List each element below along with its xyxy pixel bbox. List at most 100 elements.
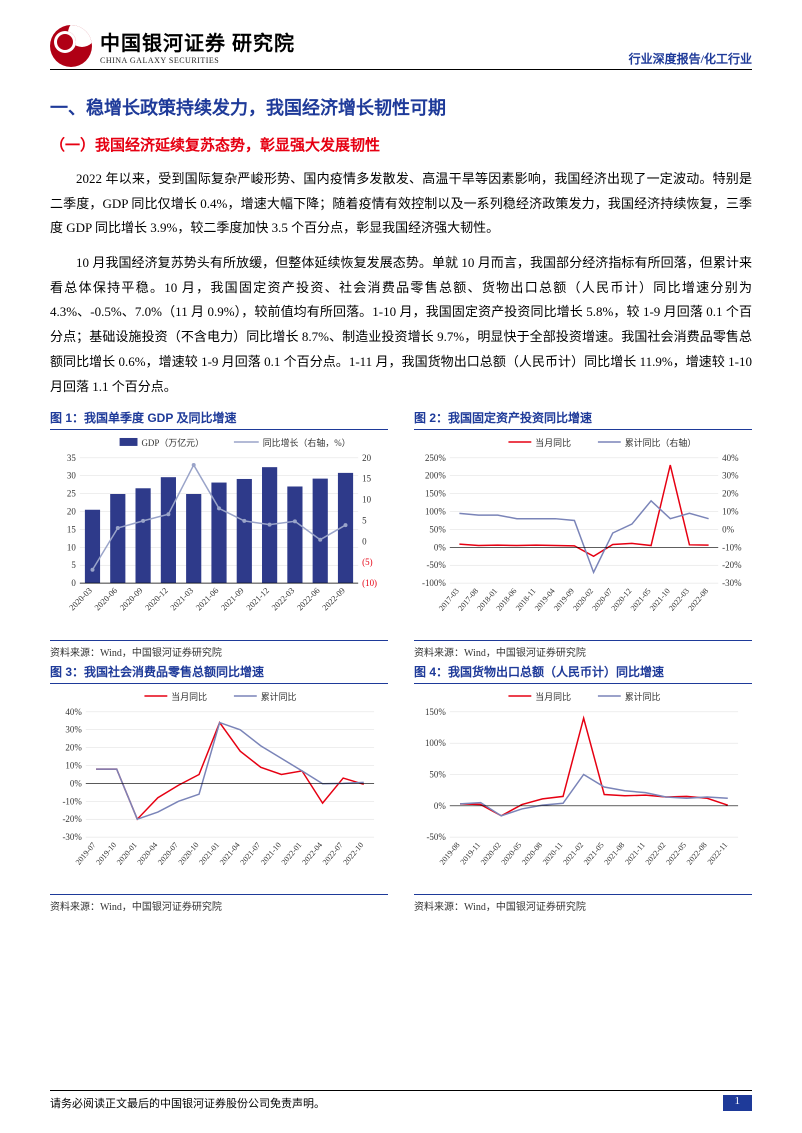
svg-text:150%: 150% <box>425 489 446 499</box>
chart-3-title: 图 3：我国社会消费品零售总额同比增速 <box>50 663 388 684</box>
report-category: 行业深度报告/化工行业 <box>629 50 752 67</box>
svg-text:2020-09: 2020-09 <box>118 586 145 613</box>
svg-text:2020-03: 2020-03 <box>67 586 94 613</box>
svg-text:2022-11: 2022-11 <box>706 841 730 867</box>
svg-text:2020-11: 2020-11 <box>541 841 565 867</box>
svg-text:2021-03: 2021-03 <box>168 586 195 613</box>
svg-text:2021-12: 2021-12 <box>244 586 271 613</box>
svg-text:(5): (5) <box>362 557 372 567</box>
page-header: 中国银河证券研究院 CHINA GALAXY SECURITIES 行业深度报告… <box>50 25 752 70</box>
svg-text:30: 30 <box>67 471 76 481</box>
svg-text:2020-01: 2020-01 <box>115 841 139 867</box>
logo-cn: 中国银河证券 <box>100 33 226 55</box>
svg-text:20: 20 <box>362 453 371 463</box>
svg-text:(10): (10) <box>362 578 377 588</box>
svg-text:30%: 30% <box>722 471 739 481</box>
svg-text:2020-05: 2020-05 <box>499 841 523 867</box>
svg-text:20%: 20% <box>65 743 82 753</box>
svg-text:10: 10 <box>67 542 76 552</box>
svg-text:0: 0 <box>362 537 367 547</box>
chart-3: 图 3：我国社会消费品零售总额同比增速 当月同比累计同比-30%-20%-10%… <box>50 663 388 913</box>
svg-text:2022-08: 2022-08 <box>686 587 710 613</box>
svg-text:100%: 100% <box>425 507 446 517</box>
logo-icon <box>50 25 92 67</box>
svg-text:50%: 50% <box>429 769 446 779</box>
svg-text:2022-03: 2022-03 <box>269 586 296 613</box>
svg-text:25: 25 <box>67 489 76 499</box>
svg-text:2021-07: 2021-07 <box>238 841 262 867</box>
svg-text:200%: 200% <box>425 471 446 481</box>
svg-text:累计同比: 累计同比 <box>261 691 297 702</box>
svg-text:2022-02: 2022-02 <box>644 841 668 867</box>
logo-text: 中国银河证券研究院 CHINA GALAXY SECURITIES <box>100 27 295 65</box>
svg-text:0%: 0% <box>70 778 82 788</box>
svg-text:2021-08: 2021-08 <box>602 841 626 867</box>
svg-text:当月同比: 当月同比 <box>535 437 571 448</box>
chart-2: 图 2：我国固定资产投资同比增速 当月同比累计同比（右轴）-100%-50%0%… <box>414 409 752 659</box>
svg-text:0: 0 <box>71 578 76 588</box>
section-h1: 一、稳增长政策持续发力，我国经济增长韧性可期 <box>50 94 752 120</box>
svg-text:2021-11: 2021-11 <box>623 841 647 867</box>
svg-text:2022-08: 2022-08 <box>685 841 709 867</box>
svg-text:2022-05: 2022-05 <box>664 841 688 867</box>
chart-1-title: 图 1：我国单季度 GDP 及同比增速 <box>50 409 388 430</box>
page-number: 1 <box>723 1095 753 1111</box>
svg-text:50%: 50% <box>429 525 446 535</box>
svg-text:2020-02: 2020-02 <box>479 841 503 867</box>
svg-text:当月同比: 当月同比 <box>535 691 571 702</box>
svg-text:2021-06: 2021-06 <box>193 586 220 613</box>
svg-text:2022-10: 2022-10 <box>341 841 365 867</box>
svg-text:2021-04: 2021-04 <box>218 841 242 867</box>
paragraph-1: 2022 年以来，受到国际复杂严峻形势、国内疫情多发散发、高温干旱等因素影响，我… <box>50 167 752 241</box>
svg-text:0%: 0% <box>434 801 446 811</box>
svg-text:-50%: -50% <box>426 560 446 570</box>
svg-text:累计同比: 累计同比 <box>625 691 661 702</box>
page-footer: 请务必阅读正文最后的中国银河证券股份公司免责声明。 1 <box>50 1090 752 1111</box>
chart-3-source: 资料来源：Wind，中国银河证券研究院 <box>50 894 388 913</box>
svg-text:2020-10: 2020-10 <box>177 841 201 867</box>
svg-text:2019-11: 2019-11 <box>458 841 482 867</box>
svg-text:2022-04: 2022-04 <box>300 841 324 867</box>
svg-text:250%: 250% <box>425 453 446 463</box>
svg-text:100%: 100% <box>425 738 446 748</box>
charts-grid: 图 1：我国单季度 GDP 及同比增速 GDP（万亿元）同比增长（右轴，%）05… <box>50 409 752 913</box>
svg-text:2021-10: 2021-10 <box>259 841 283 867</box>
svg-text:2021-02: 2021-02 <box>561 841 585 867</box>
svg-text:15: 15 <box>67 525 76 535</box>
chart-2-canvas: 当月同比累计同比（右轴）-100%-50%0%50%100%150%200%25… <box>414 434 752 633</box>
svg-text:5: 5 <box>362 516 367 526</box>
svg-text:2019-07: 2019-07 <box>74 841 98 867</box>
svg-text:-10%: -10% <box>722 542 742 552</box>
svg-text:-50%: -50% <box>426 832 446 842</box>
chart-4-source: 资料来源：Wind，中国银河证券研究院 <box>414 894 752 913</box>
svg-text:5: 5 <box>71 560 76 570</box>
footer-disclaimer: 请务必阅读正文最后的中国银河证券股份公司免责声明。 <box>50 1095 325 1111</box>
chart-1: 图 1：我国单季度 GDP 及同比增速 GDP（万亿元）同比增长（右轴，%）05… <box>50 409 388 659</box>
svg-text:2020-06: 2020-06 <box>92 586 119 613</box>
svg-text:40%: 40% <box>65 707 82 717</box>
chart-2-source: 资料来源：Wind，中国银河证券研究院 <box>414 640 752 659</box>
svg-text:2020-04: 2020-04 <box>135 841 159 867</box>
svg-text:40%: 40% <box>722 453 739 463</box>
chart-2-title: 图 2：我国固定资产投资同比增速 <box>414 409 752 430</box>
svg-text:GDP（万亿元）: GDP（万亿元） <box>141 437 204 448</box>
svg-text:2021-09: 2021-09 <box>219 586 246 613</box>
svg-text:2019-08: 2019-08 <box>438 841 462 867</box>
svg-text:-20%: -20% <box>722 560 742 570</box>
svg-text:20: 20 <box>67 507 76 517</box>
svg-text:2022-06: 2022-06 <box>295 586 322 613</box>
chart-4: 图 4：我国货物出口总额（人民币计）同比增速 当月同比 累计同比 -50% 0% 50%… <box>414 663 752 913</box>
chart-4-title: 图 4：我国货物出口总额（人民币计）同比增速 <box>414 663 752 684</box>
chart-3-canvas: 当月同比累计同比-30%-20%-10%0%10%20%30%40%2019-0… <box>50 688 388 887</box>
svg-text:-30%: -30% <box>722 578 742 588</box>
svg-text:2020-07: 2020-07 <box>156 841 180 867</box>
svg-text:2018-06: 2018-06 <box>495 587 519 613</box>
svg-text:10: 10 <box>362 495 371 505</box>
svg-text:2020-08: 2020-08 <box>520 841 544 867</box>
svg-text:150%: 150% <box>425 707 446 717</box>
svg-text:累计同比（右轴）: 累计同比（右轴） <box>625 437 697 448</box>
svg-text:2022-07: 2022-07 <box>321 841 345 867</box>
svg-text:0%: 0% <box>722 525 734 535</box>
svg-text:2022-01: 2022-01 <box>280 841 304 867</box>
svg-text:-20%: -20% <box>62 814 82 824</box>
